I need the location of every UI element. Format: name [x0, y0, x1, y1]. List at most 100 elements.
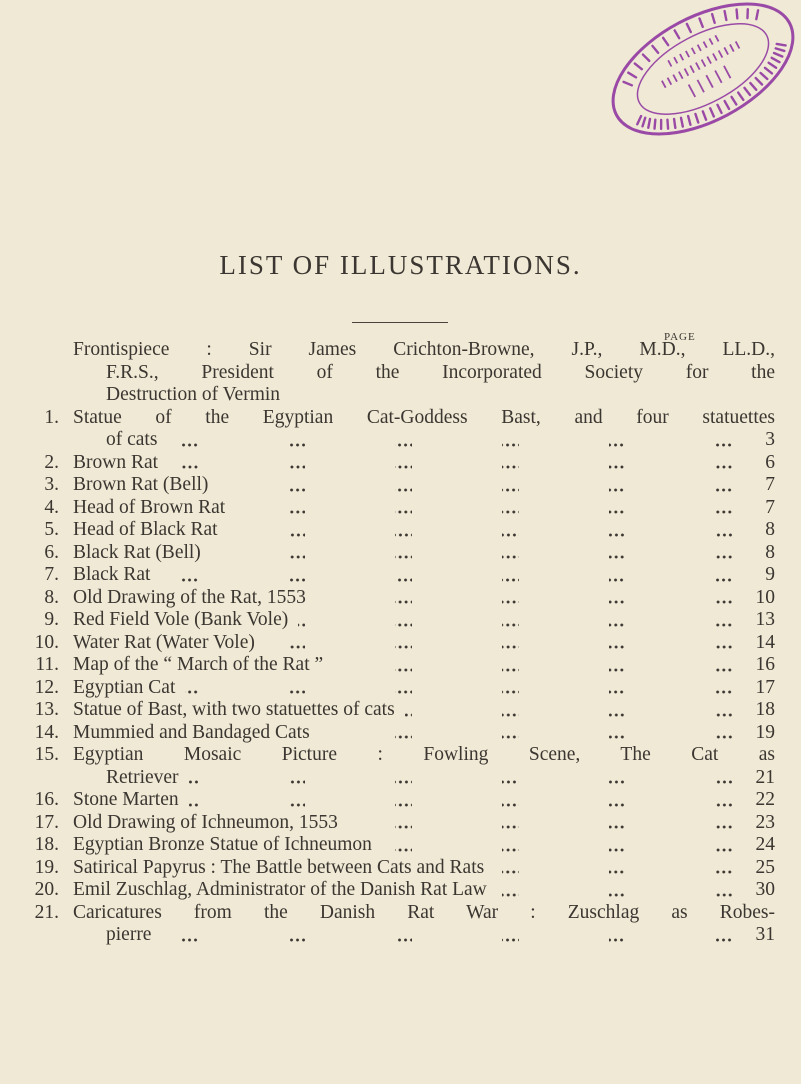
- leader-dots: [381, 834, 733, 857]
- page-number: 16: [755, 654, 776, 675]
- leader-dots: [168, 451, 733, 474]
- list-item: 3. Brown Rat (Bell) 7: [0, 474, 801, 497]
- page-number: 8: [765, 541, 775, 563]
- list-item: 7. Black Rat 9: [0, 564, 801, 587]
- entry-body: Red Field Vole (Bank Vole) 13: [73, 609, 775, 632]
- list-item: 21. Caricatures from the Danish Rat War :…: [0, 902, 801, 925]
- list-item: 20. Emil Zuschlag, Administrator of the D…: [0, 879, 801, 902]
- entry-text: Egyptian Bronze Statue of Ichneumon: [73, 834, 372, 855]
- entry-number: 19.: [34, 856, 59, 878]
- leader-dots: [496, 879, 733, 902]
- list-item: 16. Stone Marten 22: [0, 789, 801, 812]
- list-item: 10. Water Rat (Water Vole) 14: [0, 631, 801, 654]
- entry-text: Black Rat (Bell): [73, 541, 201, 563]
- entry-text: Head of Black Rat: [73, 519, 218, 540]
- leader-dots: [319, 721, 733, 744]
- list-item: Retriever 21: [0, 766, 801, 789]
- entry-body: Destruction of Vermin: [106, 384, 775, 407]
- entry-number: 15.: [34, 744, 59, 765]
- entry-number: 10.: [34, 631, 59, 653]
- entry-number: 1.: [44, 406, 59, 428]
- entry-body: Map of the “ March of the Rat ” 16: [73, 654, 775, 677]
- page-number: 14: [755, 631, 776, 653]
- entry-text: Mummied and Bandaged Cats: [73, 721, 310, 743]
- entry-body: of cats 3: [106, 429, 775, 452]
- entry-text: F.R.S., President of the Incorporated So…: [106, 361, 775, 383]
- entry-body: Stone Marten 22: [73, 789, 775, 812]
- list-item: 6. Black Rat (Bell) 8: [0, 541, 801, 564]
- entry-text: Old Drawing of Ichneumon, 1553: [73, 811, 338, 833]
- entry-body: Water Rat (Water Vole) 14: [73, 631, 776, 654]
- list-item: 5. Head of Black Rat 8: [0, 519, 801, 542]
- entry-number: 12.: [34, 676, 59, 698]
- list-item: 19. Satirical Papyrus : The Battle betwee…: [0, 856, 801, 879]
- entry-body: Egyptian Cat 17: [73, 676, 776, 699]
- leader-dots: [494, 856, 733, 879]
- entry-text: Destruction of Vermin: [106, 384, 281, 405]
- list-item: 2. Brown Rat 6: [0, 451, 801, 474]
- entry-number: 3.: [44, 474, 59, 495]
- page-number: 31: [755, 924, 776, 945]
- entry-text: Old Drawing of the Rat, 1553: [73, 586, 306, 608]
- list-item: 13. Statue of Bast, with two statuettes o…: [0, 699, 801, 722]
- entry-number: 17.: [34, 811, 59, 833]
- leader-dots: [161, 924, 733, 947]
- entry-text: Egyptian Mosaic Picture : Fowling Scene,…: [73, 744, 775, 765]
- leader-dots: [347, 811, 733, 834]
- list-item: 1. Statue of the Egyptian Cat-Goddess Bas…: [0, 407, 801, 430]
- page-number: 24: [755, 834, 776, 855]
- entry-text: Emil Zuschlag, Administrator of the Dani…: [73, 879, 487, 900]
- list-item: 18. Egyptian Bronze Statue of Ichneumon 24: [0, 834, 801, 857]
- list-item: 12. Egyptian Cat 17: [0, 676, 801, 699]
- entry-body: Egyptian Mosaic Picture : Fowling Scene,…: [73, 744, 775, 767]
- entry-body: Egyptian Bronze Statue of Ichneumon 24: [73, 834, 775, 857]
- entry-number: 13.: [34, 699, 59, 720]
- entry-body: Brown Rat 6: [73, 451, 775, 474]
- page-title: LIST OF ILLUSTRATIONS.: [219, 250, 582, 280]
- page-number: 7: [765, 496, 775, 518]
- entry-body: Old Drawing of the Rat, 1553 10: [73, 586, 776, 609]
- list-item: 15. Egyptian Mosaic Picture : Fowling Sce…: [0, 744, 801, 767]
- entry-text: Egyptian Cat: [73, 676, 176, 698]
- entry-body: Frontispiece : Sir James Crichton-Browne…: [73, 339, 775, 362]
- entry-text: Brown Rat (Bell): [73, 474, 209, 495]
- entry-text: Water Rat (Water Vole): [73, 631, 255, 653]
- entry-body: Mummied and Bandaged Cats 19: [73, 721, 776, 744]
- page-number: 10: [755, 586, 776, 608]
- entry-text: Satirical Papyrus : The Battle between C…: [73, 856, 485, 878]
- entry-body: Head of Brown Rat 7: [73, 496, 775, 519]
- page-number: 19: [755, 721, 776, 743]
- entry-number: 21.: [34, 901, 59, 923]
- list-item: 4. Head of Brown Rat 7: [0, 496, 801, 519]
- divider: [352, 322, 448, 323]
- entry-text: Black Rat: [73, 564, 151, 585]
- page-number: 8: [765, 519, 775, 540]
- entry-text: Retriever: [106, 766, 179, 788]
- frontispiece-line: F.R.S., President of the Incorporated So…: [0, 362, 801, 385]
- page-number: 13: [755, 609, 776, 630]
- leader-dots: [333, 654, 733, 677]
- entry-text: of cats: [106, 429, 158, 450]
- leader-dots: [264, 631, 733, 654]
- entry-number: 16.: [34, 789, 59, 810]
- leader-dots: [315, 586, 733, 609]
- leader-dots: [188, 789, 733, 812]
- page-number: 6: [765, 451, 775, 473]
- entry-body: Retriever 21: [106, 766, 776, 789]
- page-number: 21: [755, 766, 776, 788]
- entry-text: Statue of Bast, with two statuettes of c…: [73, 699, 395, 720]
- page-number: 17: [755, 676, 776, 698]
- list-item: pierre 31: [0, 924, 801, 947]
- list-item: 17. Old Drawing of Ichneumon, 1553 23: [0, 811, 801, 834]
- library-stamp: [611, 2, 795, 136]
- entry-body: Old Drawing of Ichneumon, 1553 23: [73, 811, 775, 834]
- entry-number: 6.: [44, 541, 59, 563]
- page-column-header: PAGE: [664, 331, 696, 343]
- entry-text: Statue of the Egyptian Cat-Goddess Bast,…: [73, 406, 775, 428]
- leader-dots: [404, 699, 733, 722]
- entry-number: 4.: [44, 496, 59, 518]
- entry-number: 7.: [44, 564, 59, 585]
- entry-body: Emil Zuschlag, Administrator of the Dani…: [73, 879, 775, 902]
- entry-body: Black Rat 9: [73, 564, 775, 587]
- entry-text: pierre: [106, 924, 152, 945]
